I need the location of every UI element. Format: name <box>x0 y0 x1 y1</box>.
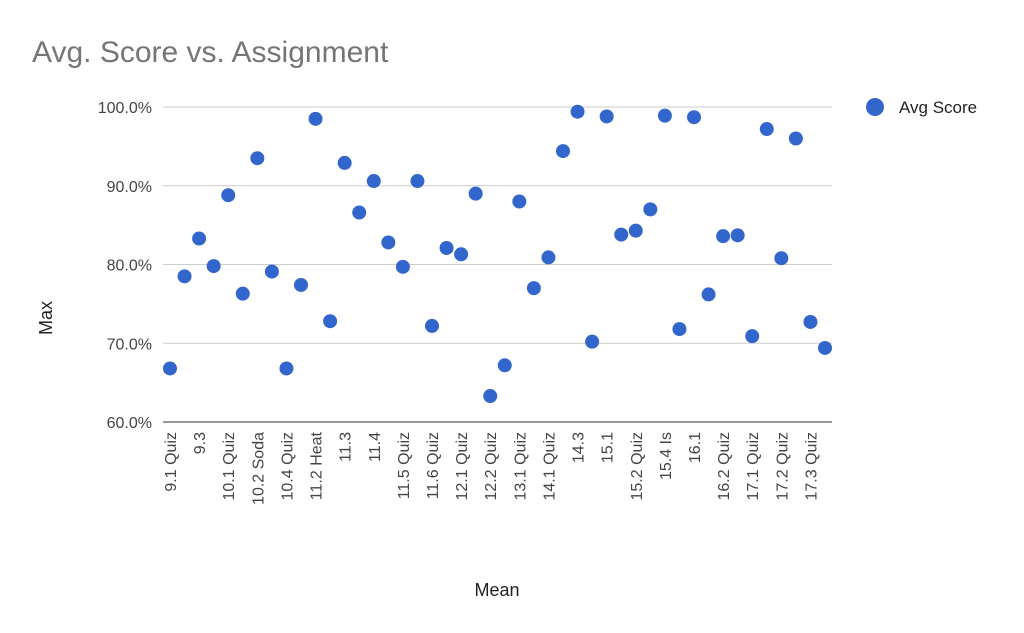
data-point[interactable] <box>774 251 789 266</box>
x-tick-label: 14.3 <box>571 432 588 463</box>
x-tick-label: 9.1 Quiz <box>163 432 180 492</box>
y-axis-ticks: 60.0% 70.0% 80.0% 90.0% 100.0% <box>98 100 152 432</box>
x-tick-label: 11.2 Heat <box>309 431 326 500</box>
data-point[interactable] <box>454 247 469 262</box>
x-tick-label: 13.1 Quiz <box>512 432 529 500</box>
data-point[interactable] <box>657 108 672 123</box>
x-tick-label: 12.2 Quiz <box>483 432 500 500</box>
data-point[interactable] <box>614 227 629 242</box>
data-point[interactable] <box>745 329 760 344</box>
data-point[interactable] <box>643 202 658 217</box>
data-point[interactable] <box>425 318 439 333</box>
x-tick-label: 11.6 Quiz <box>425 432 442 499</box>
data-point[interactable] <box>701 287 716 302</box>
data-point[interactable] <box>526 281 541 296</box>
data-point[interactable] <box>337 155 352 170</box>
data-point[interactable] <box>250 151 265 166</box>
data-point[interactable] <box>439 240 454 255</box>
data-point[interactable] <box>264 264 279 279</box>
data-point[interactable] <box>381 235 396 250</box>
data-point[interactable] <box>352 205 367 220</box>
legend-marker <box>866 98 884 116</box>
data-point[interactable] <box>628 223 643 238</box>
data-point[interactable] <box>235 286 250 301</box>
data-point[interactable] <box>366 174 381 189</box>
legend: Avg Score <box>866 98 977 117</box>
x-axis-title: Mean <box>474 580 519 600</box>
x-tick-label: 15.4 Is <box>658 432 675 480</box>
x-axis-ticks: 9.1 Quiz 9.3 10.1 Quiz 10.2 Soda 10.4 Quiz 11… <box>163 431 820 505</box>
data-point[interactable] <box>308 111 323 126</box>
x-tick-label: 12.1 Quiz <box>454 432 471 500</box>
x-tick-label: 10.4 Quiz <box>279 432 296 500</box>
data-point[interactable] <box>570 104 585 119</box>
data-point[interactable] <box>410 174 425 189</box>
data-point[interactable] <box>599 109 614 124</box>
x-tick-label: 11.3 <box>338 432 355 462</box>
data-point[interactable] <box>730 228 745 243</box>
legend-label: Avg Score <box>899 98 977 117</box>
data-point[interactable] <box>759 122 774 137</box>
x-tick-label: 17.3 Quiz <box>803 432 820 500</box>
data-point[interactable] <box>163 361 177 376</box>
x-tick-label: 10.1 Quiz <box>221 432 238 500</box>
data-point[interactable] <box>395 259 410 274</box>
data-point[interactable] <box>788 131 803 146</box>
x-tick-label: 15.1 <box>600 432 617 463</box>
chart-title: Avg. Score vs. Assignment <box>32 36 389 69</box>
data-point[interactable] <box>468 186 483 201</box>
x-tick-label: 10.2 Soda <box>250 432 267 505</box>
data-point[interactable] <box>818 340 832 355</box>
data-point[interactable] <box>585 334 600 349</box>
gridlines <box>163 106 832 423</box>
x-tick-label: 9.3 <box>192 432 209 454</box>
data-point[interactable] <box>192 231 207 246</box>
y-tick-label: 60.0% <box>107 415 152 432</box>
data-points <box>163 104 832 404</box>
data-point[interactable] <box>497 358 512 373</box>
x-tick-label: 15.2 Quiz <box>629 432 646 500</box>
x-tick-label: 16.2 Quiz <box>716 432 733 500</box>
y-axis-title: Max <box>36 301 56 335</box>
x-tick-label: 16.1 <box>687 432 704 463</box>
data-point[interactable] <box>716 229 731 244</box>
y-tick-label: 100.0% <box>98 100 152 117</box>
x-tick-label: 14.1 Quiz <box>541 432 558 500</box>
data-point[interactable] <box>672 322 687 337</box>
data-point[interactable] <box>206 259 221 274</box>
data-point[interactable] <box>541 250 556 265</box>
x-tick-label: 17.2 Quiz <box>774 432 791 500</box>
y-tick-label: 80.0% <box>107 258 152 275</box>
data-point[interactable] <box>483 389 498 404</box>
x-tick-label: 11.4 <box>367 432 384 462</box>
x-tick-label: 17.1 Quiz <box>745 432 762 500</box>
data-point[interactable] <box>512 194 527 209</box>
x-tick-label: 11.5 Quiz <box>396 432 413 499</box>
data-point[interactable] <box>687 110 701 125</box>
y-tick-label: 90.0% <box>107 179 152 196</box>
data-point[interactable] <box>803 314 818 329</box>
data-point[interactable] <box>294 277 308 292</box>
y-tick-label: 70.0% <box>107 336 152 353</box>
data-point[interactable] <box>279 361 294 376</box>
data-point[interactable] <box>177 269 192 284</box>
data-point[interactable] <box>556 144 570 159</box>
data-point[interactable] <box>221 188 236 203</box>
data-point[interactable] <box>323 314 338 329</box>
